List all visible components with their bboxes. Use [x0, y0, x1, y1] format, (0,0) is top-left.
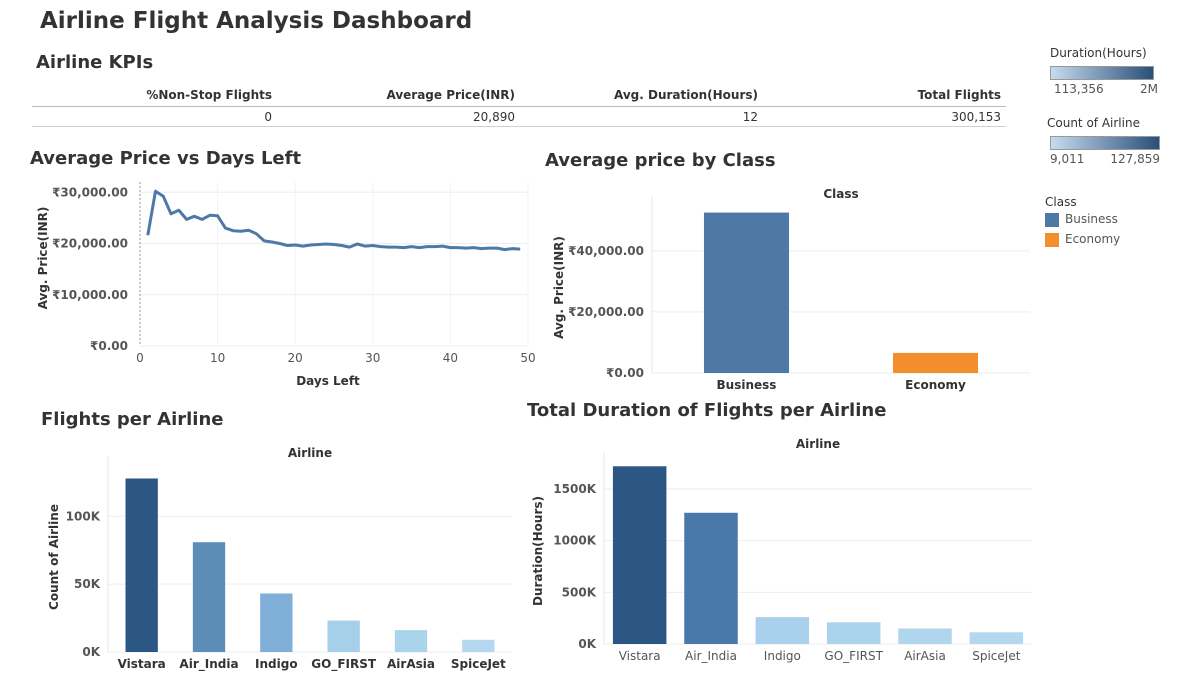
legend-label-economy: Economy	[1065, 232, 1121, 246]
class-y-tick-label: ₹40,000.00	[568, 244, 644, 258]
class-y-axis-label: Avg. Price(INR)	[552, 236, 566, 339]
flights-chart-title: Flights per Airline	[41, 409, 224, 430]
kpi-header-avg-price: Average Price(INR)	[386, 88, 515, 102]
line-x-tick-label: 10	[210, 351, 225, 365]
flights-header: Airline	[288, 446, 332, 460]
legend-count-title: Count of Airline	[1047, 116, 1140, 130]
legend-duration-title: Duration(Hours)	[1050, 46, 1147, 60]
legend-count: Count of Airline 9,011 127,859	[1047, 116, 1160, 168]
flights-category-label: SpiceJet	[451, 657, 506, 671]
class-category-label: Business	[717, 378, 777, 392]
class-chart-title: Average price by Class	[545, 150, 776, 171]
kpi-value-nonstop: 0	[264, 110, 272, 124]
duration-bar-go-first	[826, 622, 881, 644]
duration-header: Airline	[796, 437, 840, 451]
duration-per-airline-bar-chart: Airline 0K 500K 1000K 1500K Vistara Air_India I…	[531, 437, 1032, 663]
kpi-value-total-flights: 300,153	[951, 110, 1001, 124]
duration-y-tick-label: 0K	[578, 637, 596, 651]
line-x-tick-label: 0	[136, 351, 144, 365]
flights-y-tick-label: 50K	[74, 577, 101, 591]
dashboard-title: Airline Flight Analysis Dashboard	[40, 8, 473, 34]
price-by-class-bar-chart: Class ₹0.00 ₹20,000.00 ₹40,000.00 Business Ec…	[552, 187, 1030, 392]
duration-y-tick-label: 1500K	[553, 482, 596, 496]
class-y-tick-label: ₹0.00	[606, 366, 644, 380]
legend-duration-min: 113,356	[1054, 82, 1104, 96]
flights-per-airline-bar-chart: Airline 0K 50K 100K Vistara Air_India Indigo GO…	[47, 446, 512, 672]
duration-bar-airasia	[898, 628, 952, 644]
flights-category-label: AirAsia	[387, 657, 435, 671]
class-bar-business	[703, 212, 790, 373]
duration-category-label: Indigo	[764, 649, 801, 663]
duration-category-label: Vistara	[619, 649, 661, 663]
flights-category-label: GO_FIRST	[311, 657, 377, 672]
flights-category-label: Vistara	[118, 657, 166, 671]
legend-class-item-economy[interactable]: Economy	[1045, 229, 1120, 249]
duration-category-label: SpiceJet	[972, 649, 1020, 663]
flights-bar-go-first	[327, 620, 360, 652]
class-header: Class	[823, 187, 858, 201]
legend-class-title: Class	[1045, 195, 1077, 209]
line-x-tick-label: 50	[520, 351, 535, 365]
legend-label-business: Business	[1065, 212, 1118, 226]
flights-bar-vistara	[125, 478, 158, 652]
kpi-header-total-flights: Total Flights	[917, 88, 1001, 102]
line-x-tick-label: 40	[443, 351, 458, 365]
duration-bar-air-india	[684, 512, 738, 644]
legend-class-item-business[interactable]: Business	[1045, 209, 1120, 229]
kpi-table: %Non-Stop Flights Average Price(INR) Avg…	[32, 88, 1006, 128]
class-bar-economy	[892, 352, 979, 373]
legend-class: Class Business Economy	[1045, 195, 1120, 249]
duration-y-axis-label: Duration(Hours)	[531, 496, 545, 606]
flights-bar-spicejet	[462, 639, 495, 652]
flights-bar-airasia	[394, 630, 428, 652]
flights-y-tick-label: 0K	[82, 645, 100, 659]
duration-y-tick-label: 500K	[562, 585, 597, 599]
line-x-tick-label: 30	[365, 351, 380, 365]
line-y-axis-label: Avg. Price(INR)	[36, 207, 50, 310]
kpi-header-divider	[32, 106, 1006, 107]
duration-bar-vistara	[612, 466, 667, 644]
legend-duration-max: 2M	[1140, 82, 1158, 96]
line-y-tick-label: ₹0.00	[90, 339, 128, 353]
price-vs-days-line-chart: ₹0.00 ₹10,000.00 ₹20,000.00 ₹30,000.00 0 10 20…	[36, 182, 536, 388]
line-y-tick-label: ₹30,000.00	[52, 185, 128, 199]
kpi-header-avg-duration: Avg. Duration(Hours)	[613, 88, 758, 102]
kpi-title: Airline KPIs	[36, 52, 154, 73]
flights-y-tick-label: 100K	[66, 509, 101, 523]
class-y-tick-label: ₹20,000.00	[568, 305, 644, 319]
kpi-value-avg-duration: 12	[742, 110, 758, 124]
duration-category-label: Air_India	[685, 649, 737, 663]
legend-swatch-business	[1045, 212, 1059, 227]
line-y-tick-label: ₹10,000.00	[52, 288, 128, 302]
duration-y-tick-label: 1000K	[553, 534, 596, 548]
legend-count-gradient	[1050, 136, 1160, 150]
class-category-label: Economy	[905, 378, 966, 392]
duration-chart-title: Total Duration of Flights per Airline	[527, 400, 887, 421]
flights-category-label: Indigo	[255, 657, 298, 671]
kpi-value-avg-price: 20,890	[473, 110, 515, 124]
legend-swatch-economy	[1045, 232, 1059, 247]
flights-y-axis-label: Count of Airline	[47, 504, 61, 610]
kpi-header-nonstop: %Non-Stop Flights	[146, 88, 272, 102]
line-x-tick-label: 20	[288, 351, 303, 365]
legend-count-max: 127,859	[1110, 152, 1160, 166]
flights-bar-air-india	[192, 542, 226, 652]
line-series-avg-price	[146, 189, 521, 252]
flights-bar-indigo	[260, 593, 293, 652]
flights-category-label: Air_India	[179, 657, 238, 672]
duration-category-label: GO_FIRST	[824, 649, 883, 663]
kpi-bottom-divider	[32, 126, 1006, 127]
legend-duration-gradient	[1050, 66, 1154, 80]
duration-category-label: AirAsia	[904, 649, 946, 663]
legend-count-min: 9,011	[1050, 152, 1085, 166]
duration-bar-spicejet	[969, 632, 1024, 644]
line-chart-title: Average Price vs Days Left	[30, 148, 302, 169]
duration-bar-indigo	[755, 617, 810, 644]
line-y-tick-label: ₹20,000.00	[52, 237, 128, 251]
line-x-axis-label: Days Left	[296, 374, 360, 388]
legend-duration: Duration(Hours) 113,356 2M	[1050, 46, 1158, 98]
